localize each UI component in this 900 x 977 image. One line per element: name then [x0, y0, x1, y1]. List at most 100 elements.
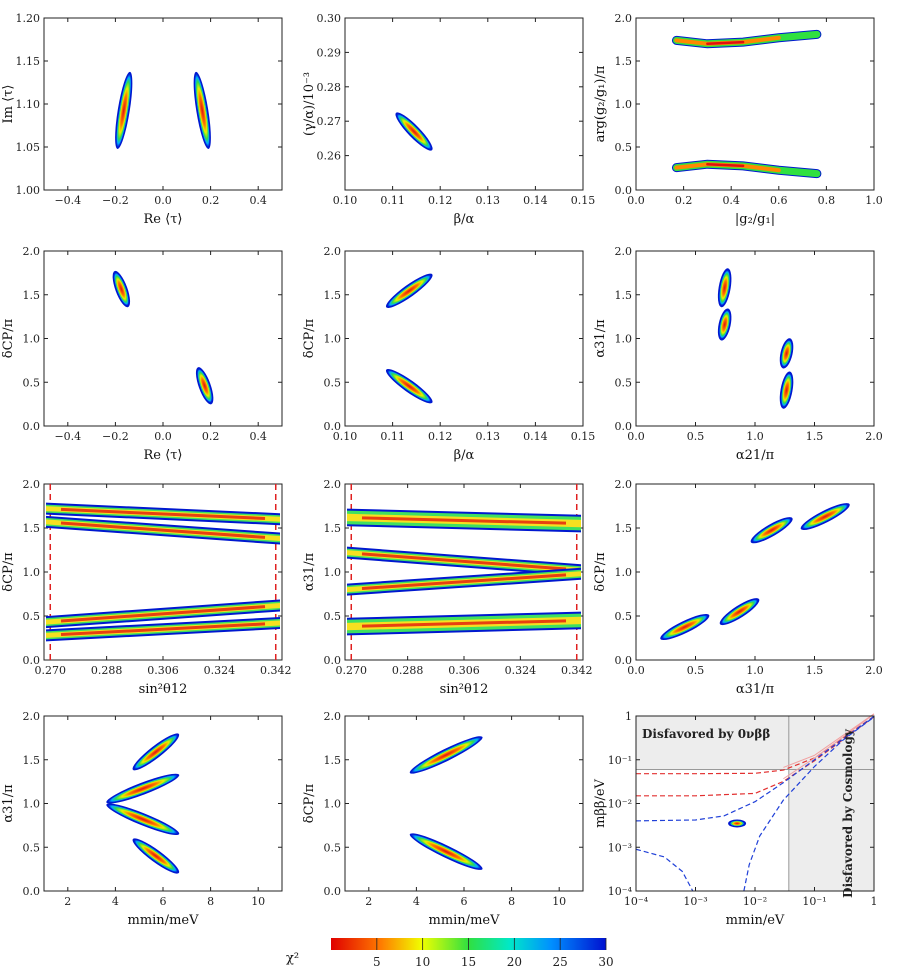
x-axis-label: sin²θ12: [440, 682, 489, 697]
y-tick-label: 10⁻⁴: [608, 885, 633, 898]
x-tick-label: −0.2: [102, 194, 129, 207]
y-tick-label: 1.5: [615, 289, 633, 302]
y-tick-label: 1.00: [16, 184, 41, 197]
y-axis-label: α31/π: [1, 784, 16, 823]
x-tick-label: 0.270: [336, 664, 368, 677]
x-axis-label: mmin/meV: [128, 913, 200, 928]
y-tick-label: 1.0: [324, 333, 342, 346]
x-tick-label: 0.12: [428, 194, 453, 207]
y-axis-label: δCP/π: [302, 783, 317, 823]
x-tick-label: 0.14: [523, 430, 548, 443]
x-tick-label: 2: [64, 895, 71, 908]
y-tick-label: 0.5: [23, 841, 41, 854]
y-tick-label: 0.5: [324, 376, 342, 389]
x-tick-label: 0.5: [687, 430, 705, 443]
x-tick-label: 0.13: [476, 194, 501, 207]
scatter-body: [114, 272, 129, 306]
y-tick-label: 2.0: [324, 245, 342, 258]
scatter-region: [779, 371, 794, 409]
x-tick-label: 0.288: [91, 664, 123, 677]
scatter-body: [719, 310, 730, 339]
panel-p12: 10⁻⁴ 10⁻³ 10⁻² 10⁻¹ 1 10⁻⁴ 10⁻³ 10⁻² 10⁻¹ 1 mmin/e…: [593, 710, 878, 928]
scatter-body: [397, 114, 431, 150]
x-tick-label: 6: [160, 895, 167, 908]
x-tick-label: 10: [251, 895, 265, 908]
panel-p2: 0.10 0.11 0.12 0.13 0.14 0.15 0.26 0.27 0.28 0.29…: [302, 12, 595, 227]
y-axis-label: δCP/π: [1, 552, 16, 592]
y-tick-label: 0.0: [615, 654, 633, 667]
x-tick-label: 0.0: [627, 194, 645, 207]
x-tick-label: 0.270: [35, 664, 67, 677]
panel-p9: 0.0 0.5 1.0 1.5 2.0 0.0 0.5 1.0 1.5 2.0 α31/π δCP/π: [593, 478, 883, 697]
x-tick-label: 0.5: [687, 664, 705, 677]
scatter-band-center: [60, 605, 266, 623]
no-band-curve: [743, 716, 875, 892]
disfavored-cosmology-region: [788, 716, 874, 891]
colorbar: χ² 5 10 15 20 25 30: [286, 938, 614, 969]
scatter-region: [112, 270, 131, 308]
y-tick-label: 0.28: [317, 81, 342, 94]
plot-frame: [635, 250, 875, 427]
x-tick-label: 10⁻³: [683, 895, 707, 908]
x-tick-label: 0.288: [392, 664, 424, 677]
x-tick-label: 10: [552, 895, 566, 908]
x-tick-label: 0.15: [571, 430, 596, 443]
x-tick-label: 0.324: [204, 664, 236, 677]
x-tick-label: −0.4: [54, 194, 81, 207]
y-tick-label: 1.0: [23, 566, 41, 579]
x-tick-label: 0.306: [147, 664, 179, 677]
y-tick-label: 1.0: [615, 98, 633, 111]
panel-p5: 0.10 0.11 0.12 0.13 0.14 0.15 0.0 0.5 1.0 1.5 2.0 β…: [302, 245, 595, 463]
scatter-region: [385, 273, 433, 308]
y-tick-label: 0.5: [23, 610, 41, 623]
y-tick-label: 1: [625, 710, 632, 723]
scatter-body: [719, 270, 730, 306]
y-tick-label: 0.0: [23, 654, 41, 667]
x-tick-label: 2: [365, 895, 372, 908]
scatter-body: [387, 370, 431, 402]
panel-p11: 2 4 6 8 10 0.0 0.5 1.0 1.5 2.0 mmin/meV δCP/π: [302, 710, 584, 928]
x-tick-label: 0.11: [380, 430, 405, 443]
y-tick-label: 1.0: [615, 566, 633, 579]
x-tick-label: 0.11: [380, 194, 405, 207]
scatter-body: [108, 804, 178, 834]
scatter-body: [802, 504, 848, 529]
x-tick-label: 0.4: [249, 430, 267, 443]
x-tick-label: 0.6: [770, 194, 788, 207]
colorbar-tick-label: 5: [373, 955, 381, 969]
x-tick-label: 8: [207, 895, 214, 908]
scatter-region: [106, 803, 180, 836]
y-tick-label: 2.0: [23, 245, 41, 258]
scatter-band-center: [361, 619, 567, 628]
y-tick-label: 0.0: [324, 654, 342, 667]
x-tick-label: 8: [508, 895, 515, 908]
scatter-body: [134, 839, 178, 873]
x-tick-label: 0.0: [154, 194, 172, 207]
colorbar-tick-label: 25: [553, 955, 568, 969]
scatter-body: [134, 734, 178, 769]
plot-frame: [43, 250, 283, 427]
scatter-region: [385, 369, 433, 404]
y-tick-label: 0.30: [317, 12, 342, 25]
y-tick-label: 2.0: [615, 478, 633, 491]
x-tick-label: 0.0: [154, 430, 172, 443]
annotation-0vbb: Disfavored by 0νββ: [642, 727, 770, 741]
scatter-band-center: [361, 573, 567, 590]
y-tick-label: 1.5: [23, 522, 41, 535]
y-tick-label: 0.0: [615, 184, 633, 197]
x-tick-label: 0.2: [202, 430, 220, 443]
scatter-region: [750, 517, 793, 544]
x-axis-label: |g₂/g₁|: [735, 212, 775, 227]
y-tick-label: 0.27: [317, 115, 342, 128]
scatter-band-center: [706, 40, 745, 46]
y-axis-label: mββ/eV: [593, 778, 608, 827]
y-tick-label: 0.5: [615, 610, 633, 623]
y-axis-label: δCP/π: [302, 318, 317, 358]
y-axis-label: α31/π: [593, 319, 608, 358]
x-axis-label: mmin/eV: [726, 913, 785, 928]
x-tick-label: 0.324: [505, 664, 537, 677]
scatter-body: [781, 373, 792, 407]
no-band-curve: [635, 715, 875, 822]
x-tick-label: 2.0: [865, 664, 883, 677]
panel-p7: 0.270 0.288 0.306 0.324 0.342 0.0 0.5 1.0 1.5 2.0…: [1, 478, 291, 697]
